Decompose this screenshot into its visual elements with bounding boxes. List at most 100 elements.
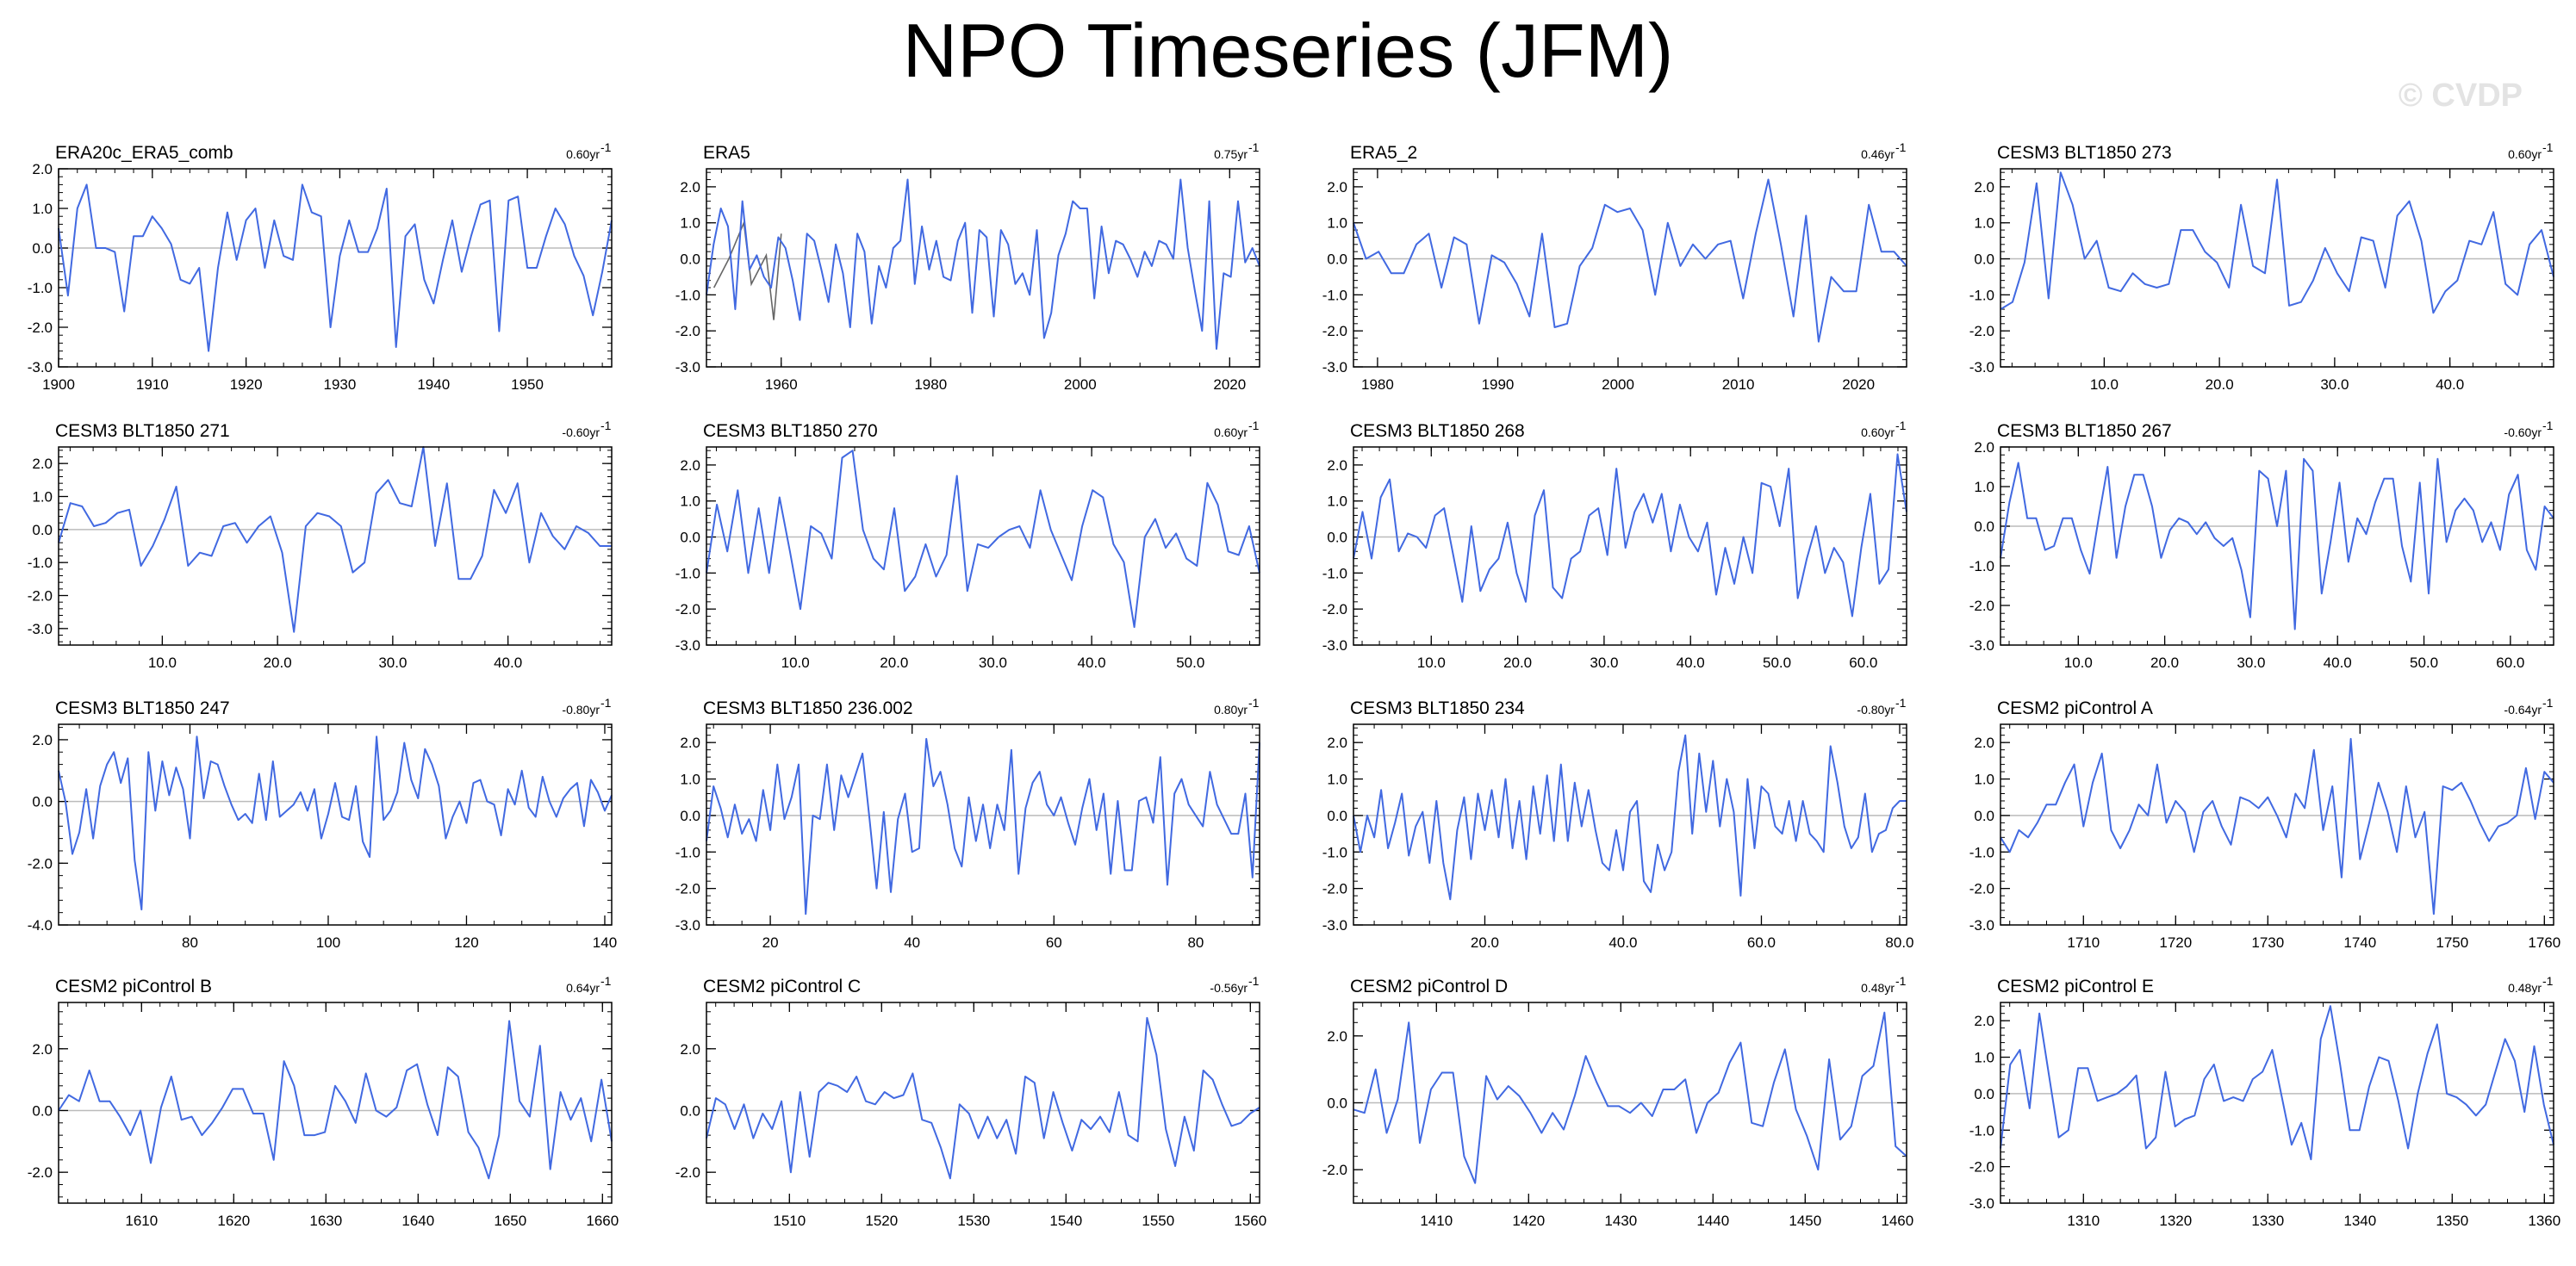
y-tick-label: -2.0 (675, 1164, 700, 1181)
trend-superscript: -1 (600, 974, 612, 988)
y-tick-label: 0.0 (32, 1102, 53, 1119)
x-tick-label: 1530 (957, 1213, 990, 1229)
y-tick-label: 0.0 (1327, 1095, 1347, 1112)
y-tick-label: -3.0 (1322, 359, 1347, 375)
plot-frame (58, 1002, 613, 1204)
y-tick-label: 1.0 (1974, 479, 1994, 495)
series-line (2000, 737, 2554, 915)
x-tick-label: 20.0 (1471, 934, 1499, 951)
x-tick-label: 1330 (2251, 1213, 2284, 1229)
panel-title: CESM2 piControl C (703, 977, 861, 996)
y-tick-label: 2.0 (1327, 1028, 1347, 1045)
x-tick-label: 1410 (1420, 1213, 1453, 1229)
y-tick-label: -1.0 (675, 844, 700, 860)
series-line (2000, 457, 2554, 630)
x-tick-label: 20.0 (1503, 655, 1532, 671)
y-tick-label: -3.0 (675, 637, 700, 654)
y-tick-label: 1.0 (32, 201, 53, 217)
x-tick-label: 20.0 (880, 655, 908, 671)
x-tick-label: 1510 (773, 1213, 806, 1229)
y-tick-label: 0.0 (1974, 251, 1994, 268)
x-tick-label: 1340 (2343, 1213, 2376, 1229)
x-tick-label: 60.0 (2496, 655, 2524, 671)
plot-frame (1353, 1002, 1907, 1204)
y-tick-label: 1.0 (1327, 493, 1347, 510)
plot-frame (58, 168, 613, 368)
trend-superscript: -1 (1248, 696, 1260, 710)
plot-frame (2000, 446, 2554, 646)
series-line (58, 735, 613, 911)
panel-title: CESM3 BLT1850 234 (1350, 698, 1525, 718)
panel-title: CESM3 BLT1850 247 (55, 698, 230, 718)
x-tick-label: 60.0 (1849, 655, 1877, 671)
x-tick-label: 20 (762, 934, 779, 951)
x-tick-label: 1420 (1512, 1213, 1545, 1229)
y-tick-label: 0.0 (1974, 518, 1994, 535)
y-tick-label: -2.0 (1969, 1159, 1994, 1176)
x-tick-label: 1360 (2528, 1213, 2560, 1229)
series-line (1353, 453, 1907, 617)
y-tick-label: 0.0 (32, 240, 53, 257)
panel-title: CESM3 BLT1850 273 (1997, 143, 2172, 163)
y-tick-label: -1.0 (1969, 287, 1994, 303)
x-tick-label: 1640 (401, 1213, 434, 1229)
panel-title: ERA20c_ERA5_comb (55, 143, 233, 163)
y-tick-label: 2.0 (1974, 179, 1994, 195)
x-tick-label: 40.0 (2436, 376, 2464, 393)
panel-9: CESM3 BLT1850 236.002 0.80yr -1 -3.0 -2.0 -1.… (675, 696, 1260, 951)
x-tick-label: 40.0 (1677, 655, 1705, 671)
x-tick-label: 60 (1046, 934, 1062, 951)
x-tick-label: 40 (904, 934, 920, 951)
x-tick-label: 1350 (2436, 1213, 2468, 1229)
trend-label: -0.60yr (2504, 425, 2542, 439)
x-tick-label: 1740 (2343, 934, 2376, 951)
plot-frame (2000, 723, 2554, 926)
y-tick-label: -2.0 (675, 323, 700, 339)
panel-title: CESM2 piControl E (1997, 977, 2154, 996)
y-tick-label: -1.0 (1322, 287, 1347, 303)
watermark: © CVDP (2398, 78, 2523, 114)
y-tick-label: 1.0 (680, 215, 700, 232)
x-tick-label: 1900 (42, 376, 75, 393)
panel-6: CESM3 BLT1850 268 0.60yr -1 -3.0 -2.0 -1.0 0.0… (1322, 419, 1907, 671)
x-tick-label: 1760 (2528, 934, 2560, 951)
y-tick-label: -1.0 (1322, 844, 1347, 860)
y-tick-label: 1.0 (1327, 772, 1347, 788)
x-tick-label: 50.0 (2410, 655, 2438, 671)
x-tick-label: 50.0 (1763, 655, 1791, 671)
y-tick-label: 2.0 (680, 735, 700, 751)
trend-label: 0.75yr (1214, 147, 1248, 161)
trend-superscript: -1 (1248, 974, 1260, 988)
x-tick-label: 1930 (324, 376, 357, 393)
x-tick-label: 30.0 (2237, 655, 2265, 671)
trend-superscript: -1 (1248, 419, 1260, 432)
trend-label: 0.60yr (566, 147, 600, 161)
x-tick-label: 40.0 (2324, 655, 2352, 671)
x-tick-label: 40.0 (494, 655, 522, 671)
panel-title: CESM2 piControl D (1350, 977, 1508, 996)
series-line (2000, 171, 2554, 314)
panel-7: CESM3 BLT1850 267 -0.60yr -1 -3.0 -2.0 -1.0 0.… (1969, 419, 2554, 671)
y-tick-label: 2.0 (680, 457, 700, 474)
x-tick-label: 1620 (217, 1213, 250, 1229)
series-line (706, 737, 1260, 915)
x-tick-label: 1990 (1482, 376, 1515, 393)
x-tick-label: 1980 (1361, 376, 1394, 393)
panel-2: ERA5_2 0.46yr -1 -3.0 -2.0 -1.0 0.0 1.0 2.0 1980 1… (1322, 140, 1907, 393)
x-tick-label: 60.0 (1747, 934, 1776, 951)
x-tick-label: 1750 (2436, 934, 2468, 951)
plot-frame (2000, 168, 2554, 368)
y-tick-label: 2.0 (1327, 179, 1347, 195)
y-tick-label: 1.0 (32, 489, 53, 506)
y-tick-label: 0.0 (1327, 530, 1347, 546)
x-tick-label: 140 (593, 934, 617, 951)
series-line (1353, 734, 1907, 901)
panel-title: ERA5 (703, 143, 750, 163)
x-tick-label: 1430 (1604, 1213, 1637, 1229)
plot-frame (706, 446, 1260, 646)
y-tick-label: -1.0 (1969, 1122, 1994, 1139)
panel-11: CESM2 piControl A -0.64yr -1 -3.0 -2.0 -1.0 0.… (1969, 696, 2561, 951)
x-tick-label: 80.0 (1885, 934, 1913, 951)
series-line (2000, 1005, 2554, 1161)
